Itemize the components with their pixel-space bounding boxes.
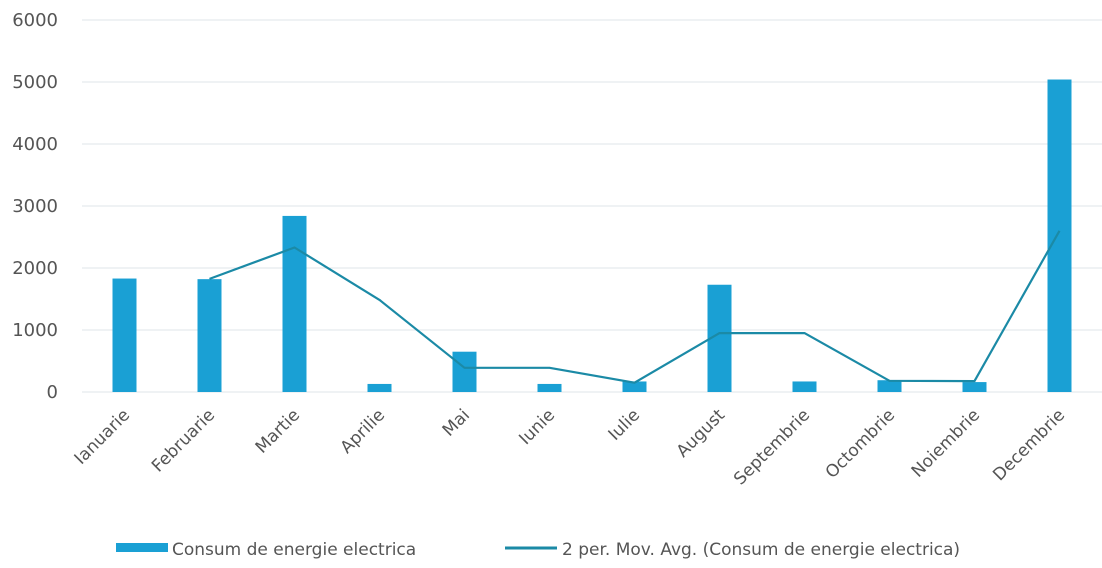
- bar-noiembrie: [962, 382, 987, 392]
- x-tick-label-decembrie: Decembrie: [989, 405, 1069, 485]
- x-axis-ticks: Ianuarie Februarie Martie Aprilie Mai Iunie Iu…: [71, 405, 1069, 489]
- moving-average-line: [209, 230, 1061, 384]
- x-tick-label-mai: Mai: [439, 405, 474, 440]
- y-tick-label: 4000: [12, 134, 58, 155]
- x-tick-label-februarie: Februarie: [148, 405, 219, 476]
- y-tick-label: 6000: [12, 10, 58, 31]
- y-tick-label: 2000: [12, 258, 58, 279]
- y-tick-label: 5000: [12, 72, 58, 93]
- y-tick-label: 3000: [12, 196, 58, 217]
- x-tick-label-iunie: Iunie: [515, 405, 559, 449]
- x-tick-label-noiembrie: Noiembrie: [908, 405, 984, 481]
- y-tick-label: 1000: [12, 320, 58, 341]
- bar-decembrie: [1047, 79, 1072, 393]
- bar-iunie: [537, 383, 562, 392]
- legend-bar-label: Consum de energie electrica: [172, 540, 416, 560]
- x-tick-label-august: August: [673, 405, 729, 461]
- bar-mai: [452, 351, 477, 392]
- legend-bar-swatch: [116, 543, 168, 552]
- bar-septembrie: [792, 381, 817, 392]
- x-tick-label-septembrie: Septembrie: [730, 405, 814, 489]
- bar-iulie: [622, 381, 647, 392]
- legend-line-label: 2 per. Mov. Avg. (Consum de energie elec…: [562, 540, 960, 560]
- x-tick-label-iulie: Iulie: [605, 405, 644, 444]
- y-tick-label: 0: [47, 382, 58, 403]
- legend: Consum de energie electrica 2 per. Mov. …: [116, 540, 960, 560]
- bar-martie: [282, 215, 307, 392]
- grid-lines: [82, 19, 1102, 393]
- bar-series: [112, 79, 1072, 393]
- bar-ianuarie: [112, 278, 137, 392]
- x-tick-label-ianuarie: Ianuarie: [71, 405, 134, 468]
- moving-average-series: [209, 230, 1061, 384]
- x-tick-label-octombrie: Octombrie: [822, 405, 899, 482]
- x-tick-label-martie: Martie: [252, 405, 304, 457]
- bar-aprilie: [367, 383, 392, 392]
- y-axis-ticks: 0 1000 2000 3000 4000 5000 6000: [12, 10, 58, 403]
- bar-februarie: [197, 279, 222, 392]
- x-tick-label-aprilie: Aprilie: [337, 405, 389, 457]
- bar-octombrie: [877, 380, 902, 392]
